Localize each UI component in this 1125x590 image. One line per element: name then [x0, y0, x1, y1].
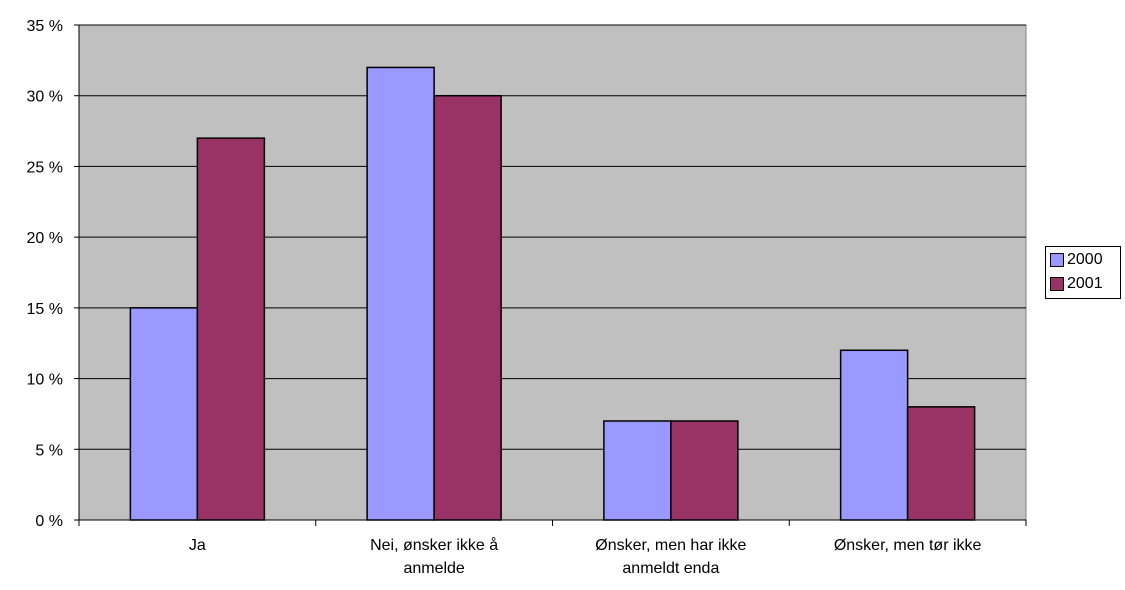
bar-2000 — [839, 349, 909, 521]
x-tick-label: Ja — [189, 537, 206, 554]
legend: 2000 2001 — [1045, 246, 1121, 299]
bar-2000 — [603, 420, 672, 521]
legend-label-series-1: 2000 — [1067, 251, 1103, 268]
y-tick-label: 30 % — [27, 89, 63, 106]
legend-swatch-series-2 — [1050, 277, 1064, 291]
bar-2001 — [196, 137, 266, 521]
y-tick-label: 35 % — [27, 18, 63, 35]
legend-item-series-2: 2001 — [1050, 272, 1120, 296]
bar-2000 — [129, 307, 199, 521]
x-tick-label: Ønsker, men tør ikke — [834, 537, 982, 554]
bar-2001 — [670, 420, 739, 521]
bar-2001 — [433, 94, 502, 521]
bars — [129, 66, 976, 521]
legend-item-series-1: 2000 — [1050, 248, 1120, 272]
bar-2000 — [366, 66, 435, 521]
legend-label-series-2: 2001 — [1067, 275, 1103, 292]
x-tick-label: Ønsker, men har ikke — [595, 537, 746, 554]
bar-2001 — [906, 406, 976, 521]
x-tick-label: Nei, ønsker ikke å — [370, 536, 498, 554]
x-tick-label: anmelde — [403, 560, 464, 577]
x-axis-ticks: Ja Nei, ønsker ikke å anmelde Ønsker, men h… — [78, 520, 1027, 577]
y-tick-label: 25 % — [27, 159, 63, 176]
y-axis-ticks: 0 % 5 % 10 % 15 % 20 % 25 % 30 % 35 % — [27, 18, 79, 530]
legend-swatch-series-1 — [1050, 253, 1064, 267]
x-tick-label: anmeldt enda — [622, 560, 719, 577]
y-tick-label: 15 % — [27, 301, 63, 318]
y-tick-label: 0 % — [35, 513, 63, 530]
y-tick-label: 10 % — [27, 372, 63, 389]
y-tick-label: 20 % — [27, 230, 63, 247]
y-tick-label: 5 % — [35, 442, 63, 459]
